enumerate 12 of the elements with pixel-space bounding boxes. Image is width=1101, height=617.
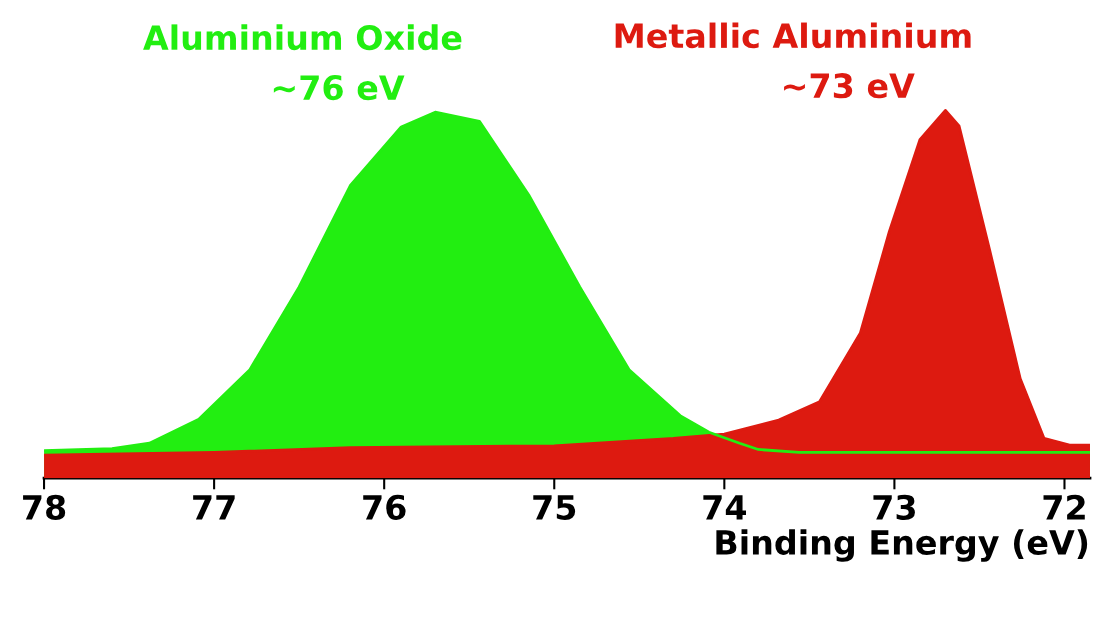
- annotation: ~73 eV: [784, 73, 915, 99]
- x-tick-label: 75: [533, 495, 576, 520]
- x-axis-title: Binding Energy (eV): [716, 529, 1088, 562]
- series-label: Aluminium Oxide: [143, 24, 462, 51]
- x-tick-label: 78: [23, 494, 66, 520]
- x-tick-label: 76: [363, 494, 406, 520]
- x-tick-label: 72: [1043, 494, 1085, 520]
- text: Metallic Aluminium: [615, 22, 971, 49]
- annotation: ~76 eV: [273, 74, 405, 101]
- x-tick-label: 74: [703, 495, 746, 520]
- x-tick-label: 73: [873, 494, 915, 520]
- x-tick-label: 77: [193, 495, 235, 520]
